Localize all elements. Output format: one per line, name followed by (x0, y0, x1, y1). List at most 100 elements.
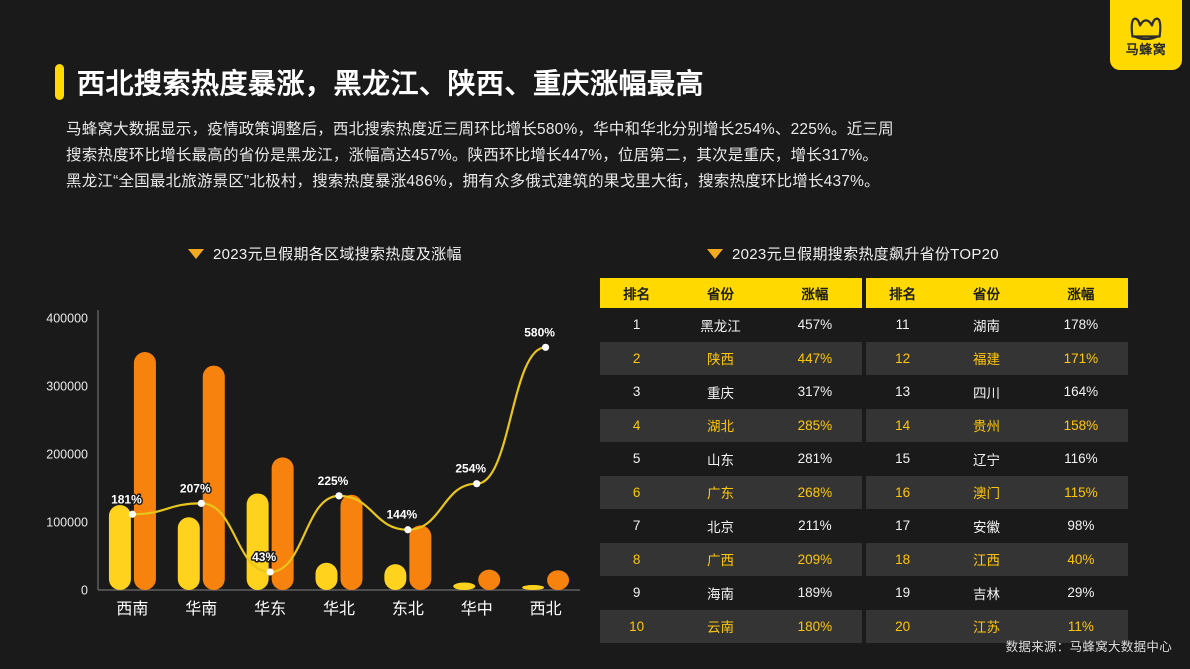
table-row: 3 重庆 317% (600, 375, 862, 409)
table-row: 14 贵州 158% (866, 408, 1128, 442)
cell-rate: 268% (797, 484, 833, 500)
y-axis-tick-label: 200000 (46, 448, 88, 462)
line-data-label: 254% (455, 462, 486, 476)
cell-rank: 3 (632, 384, 641, 400)
page-title-row: 西北搜索热度暴涨，黑龙江、陕西、重庆涨幅最高 (55, 62, 704, 102)
cell-province: 湖南 (973, 318, 1001, 334)
table-row: 18 江西 40% (866, 542, 1128, 576)
bar-current (202, 365, 225, 590)
growth-rate-line (132, 346, 546, 574)
table-section-header: 2023元旦假期搜索热度飙升省份TOP20 (707, 243, 999, 264)
cell-province: 广东 (707, 486, 735, 502)
cell-province: 北京 (707, 519, 735, 535)
y-axis-tick-label: 100000 (46, 516, 88, 530)
table-row: 10 云南 180% (600, 609, 862, 643)
brand-logo: 马蜂窝 (1110, 0, 1182, 70)
cell-rank: 2 (632, 350, 641, 366)
summary-line-1: 马蜂窝大数据显示，疫情政策调整后，西北搜索热度近三周环比增长580%，华中和华北… (66, 121, 894, 138)
table-row: 4 湖北 285% (600, 408, 862, 442)
table-row: 5 山东 281% (600, 442, 862, 476)
bar-current (271, 457, 294, 590)
bar-previous (453, 582, 476, 590)
cell-rate: 164% (1063, 384, 1099, 400)
cell-rate: 115% (1064, 484, 1098, 500)
line-data-label: 144% (387, 508, 418, 522)
table-header-row: 排名 省份 涨幅 (600, 278, 862, 308)
y-axis-tick-label: 300000 (46, 380, 88, 394)
top20-table-right: 排名 省份 涨幅 11 湖南 178% 12 福建 171% 13 四川 164% 14 贵州 158… (866, 278, 1128, 643)
cell-province: 重庆 (707, 385, 735, 401)
cell-rank: 11 (895, 317, 910, 333)
cell-province: 湖北 (707, 419, 735, 435)
cell-rate: 11% (1067, 618, 1094, 634)
cell-province: 海南 (707, 586, 735, 602)
line-data-point (197, 499, 205, 507)
x-axis-tick-label: 东北 (392, 600, 424, 618)
x-axis-tick-label: 华中 (461, 600, 493, 618)
cell-province: 贵州 (973, 419, 1001, 435)
line-data-point (335, 492, 343, 500)
column-header-province: 省份 (973, 287, 1001, 302)
bar-previous (177, 517, 200, 590)
cell-rate: 281% (797, 451, 833, 467)
cell-rank: 18 (895, 551, 911, 567)
bar-previous (522, 585, 545, 590)
cell-rank: 7 (632, 518, 641, 534)
triangle-down-icon (707, 248, 723, 259)
title-accent-bar (55, 64, 64, 100)
table-row: 16 澳门 115% (866, 475, 1128, 509)
cell-rank: 9 (632, 585, 641, 601)
table-header-row: 排名 省份 涨幅 (866, 278, 1128, 308)
column-header-rank: 排名 (889, 287, 917, 302)
cell-rate: 178% (1063, 317, 1099, 333)
cell-rank: 6 (632, 484, 641, 500)
table-row: 1 黑龙江 457% (600, 308, 862, 342)
column-header-rank: 排名 (623, 287, 651, 302)
x-axis-tick-label: 西南 (116, 600, 148, 618)
bar-current (340, 494, 363, 590)
cell-rank: 17 (895, 518, 911, 534)
top20-tables: 排名 省份 涨幅 1 黑龙江 457% 2 陕西 447% 3 重庆 317% 4 湖北 285% 5 山… (600, 278, 1128, 643)
table-row: 12 福建 171% (866, 341, 1128, 375)
line-data-point (541, 343, 550, 351)
table-row: 20 江苏 11% (866, 609, 1128, 643)
table-body: 1 黑龙江 457% 2 陕西 447% 3 重庆 317% 4 湖北 285% 5 山东 281% 6 广东 2… (600, 308, 862, 643)
cell-rank: 13 (895, 384, 911, 400)
cell-province: 吉林 (973, 586, 1001, 602)
cell-rate: 447% (797, 350, 833, 366)
line-data-label: 580% (524, 325, 555, 339)
column-header-rate: 涨幅 (801, 287, 829, 302)
x-axis-tick-label: 西北 (530, 600, 562, 618)
cell-rank: 16 (895, 484, 911, 500)
cell-rank: 12 (895, 350, 911, 366)
cell-province: 云南 (707, 620, 735, 636)
cell-province: 澳门 (973, 486, 1001, 502)
column-header-rate: 涨幅 (1067, 287, 1095, 302)
cell-rank: 15 (895, 451, 911, 467)
cell-rate: 457% (797, 317, 833, 333)
bar-current (133, 352, 156, 590)
table-row: 15 辽宁 116% (866, 442, 1128, 476)
cell-province: 江西 (973, 553, 1001, 569)
line-data-label: 181% (111, 492, 142, 506)
cell-province: 黑龙江 (700, 318, 741, 334)
data-source-note: 数据来源：马蜂窝大数据中心 (1005, 640, 1172, 654)
cell-rank: 1 (632, 317, 641, 333)
cell-rate: 285% (797, 417, 833, 433)
column-header-province: 省份 (707, 287, 735, 302)
bar-previous (384, 564, 407, 590)
cell-province: 安徽 (973, 519, 1001, 535)
cell-rate: 171% (1063, 350, 1099, 366)
cell-rate: 116% (1064, 451, 1098, 467)
line-data-point (404, 526, 412, 534)
x-axis-tick-label: 华南 (185, 600, 217, 618)
line-data-label: 225% (318, 474, 349, 488)
line-data-label: 207% (180, 481, 211, 495)
x-axis-tick-label: 华北 (323, 600, 355, 618)
cell-province: 辽宁 (973, 452, 1001, 468)
x-axis-tick-label: 华东 (254, 600, 286, 618)
bar-previous (108, 505, 131, 590)
table-row: 2 陕西 447% (600, 341, 862, 375)
summary-line-2: 搜索热度环比增长最高的省份是黑龙江，涨幅高达457%。陕西环比增长447%，位居… (66, 147, 879, 164)
